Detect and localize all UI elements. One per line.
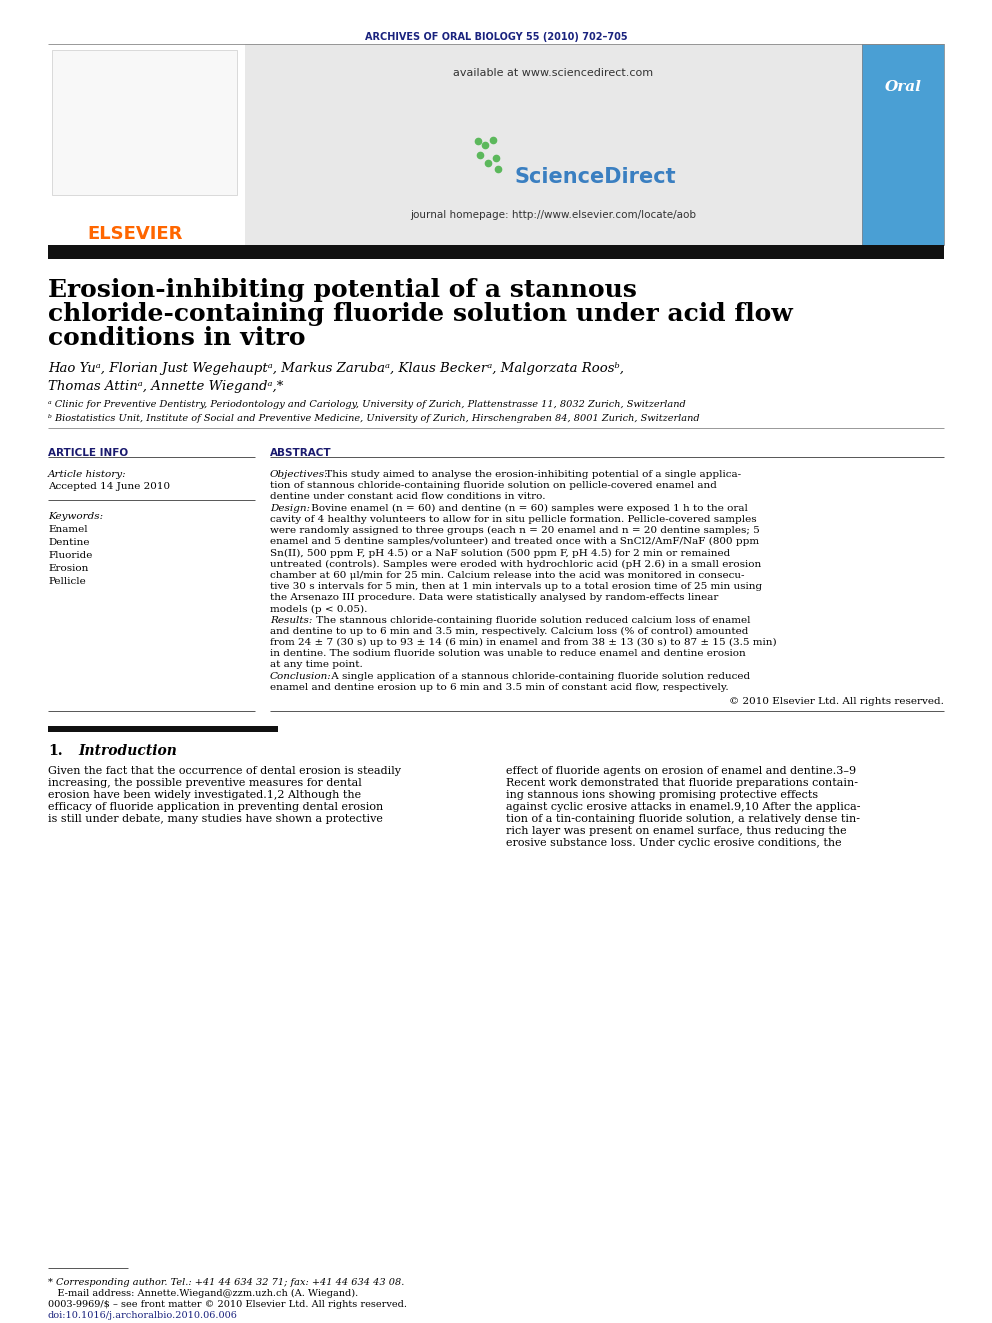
- Text: from 24 ± 7 (30 s) up to 93 ± 14 (6 min) in enamel and from 38 ± 13 (30 s) to 87: from 24 ± 7 (30 s) up to 93 ± 14 (6 min)…: [270, 638, 777, 647]
- Text: is still under debate, many studies have shown a protective: is still under debate, many studies have…: [48, 814, 383, 824]
- Text: A single application of a stannous chloride-containing fluoride solution reduced: A single application of a stannous chlor…: [328, 672, 750, 680]
- Bar: [48, 44, 245, 245]
- Text: Bovine enamel (n = 60) and dentine (n = 60) samples were exposed 1 h to the oral: Bovine enamel (n = 60) and dentine (n = …: [308, 504, 748, 513]
- Text: doi:10.1016/j.archoralbio.2010.06.006: doi:10.1016/j.archoralbio.2010.06.006: [48, 1311, 238, 1320]
- Text: Introduction: Introduction: [78, 744, 177, 758]
- Text: ᵃ Clinic for Preventive Dentistry, Periodontology and Cariology, University of Z: ᵃ Clinic for Preventive Dentistry, Perio…: [48, 400, 685, 409]
- Text: efficacy of fluoride application in preventing dental erosion: efficacy of fluoride application in prev…: [48, 802, 383, 812]
- Text: cavity of 4 healthy volunteers to allow for in situ pellicle formation. Pellicle: cavity of 4 healthy volunteers to allow …: [270, 515, 757, 524]
- Text: Fluoride: Fluoride: [48, 550, 92, 560]
- Text: in dentine. The sodium fluoride solution was unable to reduce enamel and dentine: in dentine. The sodium fluoride solution…: [270, 650, 746, 659]
- Text: 1.: 1.: [48, 744, 62, 758]
- Text: conditions in vitro: conditions in vitro: [48, 325, 306, 351]
- Text: chloride-containing fluoride solution under acid flow: chloride-containing fluoride solution un…: [48, 302, 793, 325]
- Text: Conclusion:: Conclusion:: [270, 672, 331, 680]
- Bar: [245, 44, 862, 245]
- Text: available at www.sciencedirect.com: available at www.sciencedirect.com: [453, 67, 653, 78]
- Text: Erosion-inhibiting potential of a stannous: Erosion-inhibiting potential of a stanno…: [48, 278, 637, 302]
- Text: erosion have been widely investigated.1,2 Although the: erosion have been widely investigated.1,…: [48, 790, 361, 800]
- Text: Objectives:: Objectives:: [270, 470, 328, 479]
- Text: tive 30 s intervals for 5 min, then at 1 min intervals up to a total erosion tim: tive 30 s intervals for 5 min, then at 1…: [270, 582, 762, 591]
- Text: Article history:: Article history:: [48, 470, 127, 479]
- Text: increasing, the possible preventive measures for dental: increasing, the possible preventive meas…: [48, 778, 362, 789]
- Text: Sn(II), 500 ppm F, pH 4.5) or a NaF solution (500 ppm F, pH 4.5) for 2 min or re: Sn(II), 500 ppm F, pH 4.5) or a NaF solu…: [270, 549, 730, 557]
- Text: erosive substance loss. Under cyclic erosive conditions, the: erosive substance loss. Under cyclic ero…: [506, 837, 841, 848]
- Text: © 2010 Elsevier Ltd. All rights reserved.: © 2010 Elsevier Ltd. All rights reserved…: [729, 697, 944, 706]
- Bar: [862, 44, 944, 245]
- Bar: [48, 245, 944, 259]
- Text: E-mail address: Annette.Wiegand@zzm.uzh.ch (A. Wiegand).: E-mail address: Annette.Wiegand@zzm.uzh.…: [48, 1289, 358, 1298]
- Text: * Corresponding author. Tel.: +41 44 634 32 71; fax: +41 44 634 43 08.: * Corresponding author. Tel.: +41 44 634…: [48, 1278, 405, 1287]
- Bar: [48, 726, 278, 732]
- Text: Accepted 14 June 2010: Accepted 14 June 2010: [48, 482, 170, 491]
- Text: The stannous chloride-containing fluoride solution reduced calcium loss of ename: The stannous chloride-containing fluorid…: [313, 615, 751, 624]
- Text: Thomas Attinᵃ, Annette Wiegandᵃ,*: Thomas Attinᵃ, Annette Wiegandᵃ,*: [48, 380, 284, 393]
- Text: Recent work demonstrated that fluoride preparations contain-: Recent work demonstrated that fluoride p…: [506, 778, 858, 789]
- Text: chamber at 60 μl/min for 25 min. Calcium release into the acid was monitored in : chamber at 60 μl/min for 25 min. Calcium…: [270, 570, 745, 579]
- Text: the Arsenazo III procedure. Data were statistically analysed by random-effects l: the Arsenazo III procedure. Data were st…: [270, 593, 718, 602]
- Text: ABSTRACT: ABSTRACT: [270, 448, 331, 458]
- Text: untreated (controls). Samples were eroded with hydrochloric acid (pH 2.6) in a s: untreated (controls). Samples were erode…: [270, 560, 761, 569]
- Text: Oral: Oral: [885, 79, 922, 94]
- Text: Design:: Design:: [270, 504, 310, 512]
- Text: Results:: Results:: [270, 615, 312, 624]
- Text: dentine under constant acid flow conditions in vitro.: dentine under constant acid flow conditi…: [270, 492, 546, 501]
- Text: Enamel: Enamel: [48, 525, 87, 534]
- Text: ᵇ Biostatistics Unit, Institute of Social and Preventive Medicine, University of: ᵇ Biostatistics Unit, Institute of Socia…: [48, 414, 699, 423]
- Text: Hao Yuᵃ, Florian Just Wegehauptᵃ, Markus Zarubaᵃ, Klaus Beckerᵃ, Malgorzata Roos: Hao Yuᵃ, Florian Just Wegehauptᵃ, Markus…: [48, 363, 624, 374]
- Text: Given the fact that the occurrence of dental erosion is steadily: Given the fact that the occurrence of de…: [48, 766, 401, 777]
- Text: ARTICLE INFO: ARTICLE INFO: [48, 448, 128, 458]
- Text: ing stannous ions showing promising protective effects: ing stannous ions showing promising prot…: [506, 790, 818, 800]
- Text: Keywords:: Keywords:: [48, 512, 103, 521]
- Text: Erosion: Erosion: [48, 564, 88, 573]
- Text: models (p < 0.05).: models (p < 0.05).: [270, 605, 367, 614]
- Text: ARCHIVES OF ORAL BIOLOGY 55 (2010) 702–705: ARCHIVES OF ORAL BIOLOGY 55 (2010) 702–7…: [365, 32, 627, 42]
- Text: This study aimed to analyse the erosion-inhibiting potential of a single applica: This study aimed to analyse the erosion-…: [322, 470, 741, 479]
- Text: and dentine to up to 6 min and 3.5 min, respectively. Calcium loss (% of control: and dentine to up to 6 min and 3.5 min, …: [270, 627, 748, 636]
- Text: effect of fluoride agents on erosion of enamel and dentine.3–9: effect of fluoride agents on erosion of …: [506, 766, 856, 777]
- Text: at any time point.: at any time point.: [270, 660, 363, 669]
- Text: Pellicle: Pellicle: [48, 577, 85, 586]
- Bar: [52, 50, 237, 194]
- Text: Dentine: Dentine: [48, 538, 89, 546]
- Text: ScienceDirect: ScienceDirect: [515, 167, 677, 187]
- Text: enamel and dentine erosion up to 6 min and 3.5 min of constant acid flow, respec: enamel and dentine erosion up to 6 min a…: [270, 683, 729, 692]
- Text: rich layer was present on enamel surface, thus reducing the: rich layer was present on enamel surface…: [506, 826, 846, 836]
- Text: against cyclic erosive attacks in enamel.9,10 After the applica-: against cyclic erosive attacks in enamel…: [506, 802, 860, 812]
- Bar: [862, 44, 944, 245]
- Text: ELSEVIER: ELSEVIER: [87, 225, 183, 243]
- Text: tion of stannous chloride-containing fluoride solution on pellicle-covered ename: tion of stannous chloride-containing flu…: [270, 482, 717, 491]
- Text: enamel and 5 dentine samples/volunteer) and treated once with a SnCl2/AmF/NaF (8: enamel and 5 dentine samples/volunteer) …: [270, 537, 759, 546]
- Text: journal homepage: http://www.elsevier.com/locate/aob: journal homepage: http://www.elsevier.co…: [410, 210, 696, 220]
- Text: were randomly assigned to three groups (each n = 20 enamel and n = 20 dentine sa: were randomly assigned to three groups (…: [270, 527, 760, 534]
- Text: tion of a tin-containing fluoride solution, a relatively dense tin-: tion of a tin-containing fluoride soluti…: [506, 814, 860, 824]
- Text: 0003-9969/$ – see front matter © 2010 Elsevier Ltd. All rights reserved.: 0003-9969/$ – see front matter © 2010 El…: [48, 1301, 407, 1308]
